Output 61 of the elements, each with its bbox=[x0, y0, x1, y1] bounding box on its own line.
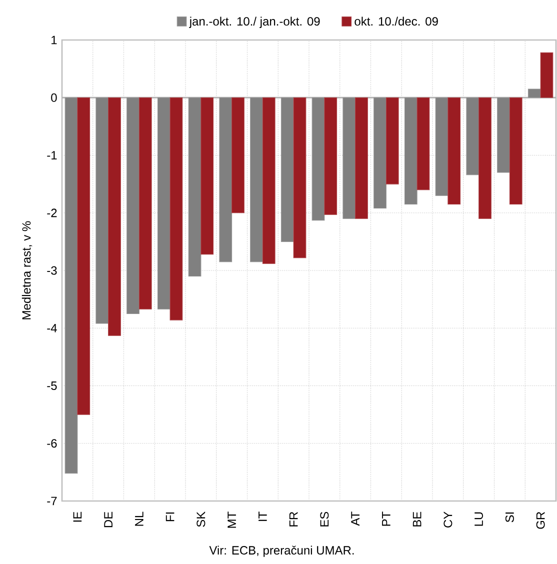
y-tick-label: 1 bbox=[52, 36, 57, 44]
bar bbox=[281, 97, 294, 242]
x-tick-label: CY bbox=[444, 512, 452, 528]
bar bbox=[262, 97, 276, 264]
x-tick-label: IT bbox=[258, 512, 267, 521]
bar bbox=[435, 97, 448, 196]
x-tick-label: FI bbox=[166, 512, 174, 522]
bar bbox=[540, 52, 554, 98]
x-tick-label: PT bbox=[382, 512, 390, 526]
legend-label: jan.-okt. 10./ jan.-okt. 09 bbox=[189, 16, 320, 28]
y-tick-label: -7 bbox=[47, 496, 57, 506]
y-axis-title: Medletna rast, v % bbox=[22, 221, 32, 320]
x-tick-label: AT bbox=[351, 512, 360, 526]
bar bbox=[108, 97, 122, 336]
bar bbox=[416, 97, 430, 190]
bar bbox=[510, 97, 522, 205]
y-tick-label: -5 bbox=[47, 382, 57, 390]
bar bbox=[250, 97, 264, 262]
bar bbox=[188, 97, 202, 277]
bar bbox=[478, 97, 492, 219]
bar bbox=[200, 97, 214, 255]
bar bbox=[466, 97, 480, 176]
bar bbox=[158, 97, 170, 310]
x-tick-label: IE bbox=[73, 512, 82, 522]
x-tick-label: FR bbox=[290, 512, 298, 526]
bar bbox=[232, 97, 245, 214]
x-tick-label: MT bbox=[228, 512, 236, 528]
x-tick-label: BE bbox=[413, 512, 422, 526]
bar bbox=[528, 88, 541, 98]
y-tick-label: -6 bbox=[47, 439, 57, 448]
bar bbox=[293, 97, 306, 258]
bar bbox=[355, 97, 368, 219]
y-tick-label: -4 bbox=[47, 324, 58, 332]
x-tick-label: SI bbox=[506, 512, 514, 522]
bar bbox=[64, 97, 78, 474]
bar bbox=[139, 97, 152, 310]
bar bbox=[374, 97, 387, 209]
bar bbox=[448, 97, 461, 205]
x-tick-label: LU bbox=[474, 512, 484, 526]
bar bbox=[404, 97, 418, 205]
bar bbox=[77, 97, 90, 415]
y-tick-label: -2 bbox=[47, 208, 57, 218]
legend-label: okt. 10./dec. 09 bbox=[354, 16, 438, 26]
bar bbox=[170, 97, 183, 320]
text: Vir: ECB, preračuni UMAR. bbox=[209, 546, 354, 557]
x-tick-label: NL bbox=[135, 512, 144, 526]
x-tick-label: DE bbox=[104, 512, 113, 528]
bar bbox=[386, 97, 399, 184]
bar bbox=[342, 97, 356, 219]
x-tick-label: SK bbox=[196, 512, 206, 527]
bar bbox=[312, 97, 325, 221]
bar bbox=[96, 97, 109, 324]
x-tick-label: GR bbox=[536, 512, 545, 529]
bar bbox=[324, 97, 338, 215]
x-tick-label: ES bbox=[320, 512, 329, 526]
bar bbox=[126, 97, 140, 314]
bar bbox=[219, 97, 232, 262]
bar bbox=[497, 97, 510, 173]
y-tick-label: -1 bbox=[47, 151, 57, 160]
y-tick-label: 0 bbox=[51, 93, 57, 102]
y-tick-label: -3 bbox=[47, 266, 57, 275]
